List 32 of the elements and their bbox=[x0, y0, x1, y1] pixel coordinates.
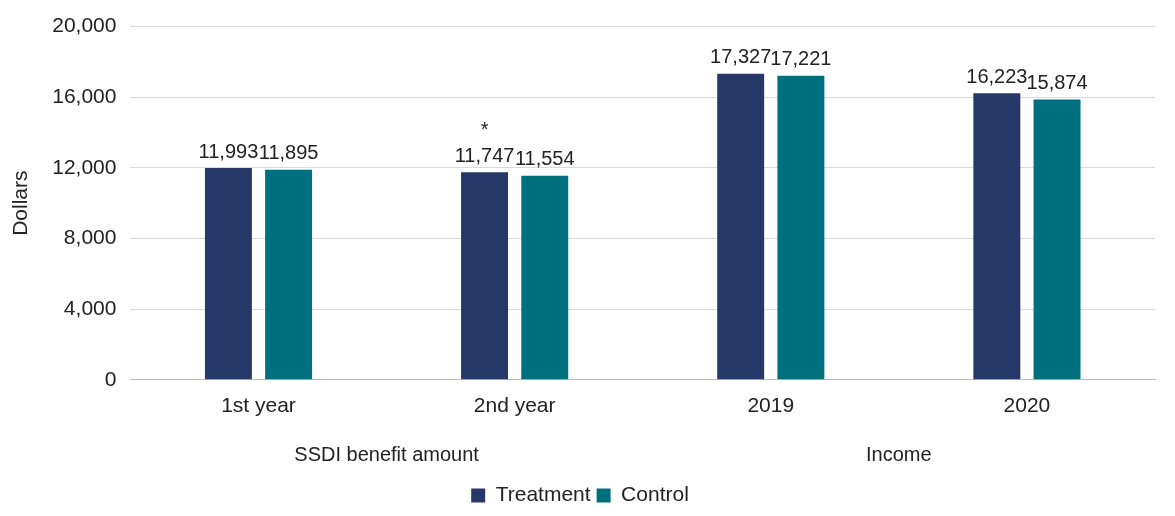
data-label: 17,327 bbox=[710, 45, 772, 68]
data-label: 11,747 bbox=[454, 143, 515, 166]
data-label: 16,223 bbox=[966, 64, 1028, 87]
legend-label: Control bbox=[621, 482, 689, 506]
bar bbox=[777, 75, 825, 380]
y-tick-label: 4,000 bbox=[63, 295, 117, 319]
y-tick-label: 0 bbox=[104, 366, 117, 390]
x-tick-label: 2020 bbox=[1003, 393, 1051, 417]
data-label: 15,874 bbox=[1026, 70, 1088, 93]
annotation: * bbox=[480, 117, 489, 140]
text: Income bbox=[866, 442, 932, 465]
text: SSDI benefit amount bbox=[294, 442, 480, 465]
bar bbox=[1033, 99, 1081, 380]
bar bbox=[973, 93, 1021, 380]
data-label: 11,993 bbox=[198, 139, 259, 162]
bar bbox=[717, 73, 765, 380]
y-tick-label: 8,000 bbox=[63, 225, 117, 249]
x-tick-label: 2019 bbox=[747, 393, 795, 417]
data-label: 11,895 bbox=[258, 141, 319, 164]
bar bbox=[461, 172, 509, 380]
x-tick-label: 1st year bbox=[221, 393, 296, 417]
data-label: 11,554 bbox=[514, 147, 575, 170]
y-tick-label: 20,000 bbox=[52, 13, 117, 37]
y-tick-label: 16,000 bbox=[52, 84, 117, 108]
bar bbox=[265, 169, 313, 380]
bar bbox=[521, 175, 569, 380]
y-tick-label: 12,000 bbox=[52, 154, 117, 178]
y-axis-title: Dollars bbox=[8, 170, 32, 236]
x-tick-label: 2nd year bbox=[473, 393, 556, 417]
bar bbox=[204, 168, 252, 380]
legend-label: Treatment bbox=[495, 482, 591, 506]
data-label: 17,221 bbox=[770, 47, 832, 70]
